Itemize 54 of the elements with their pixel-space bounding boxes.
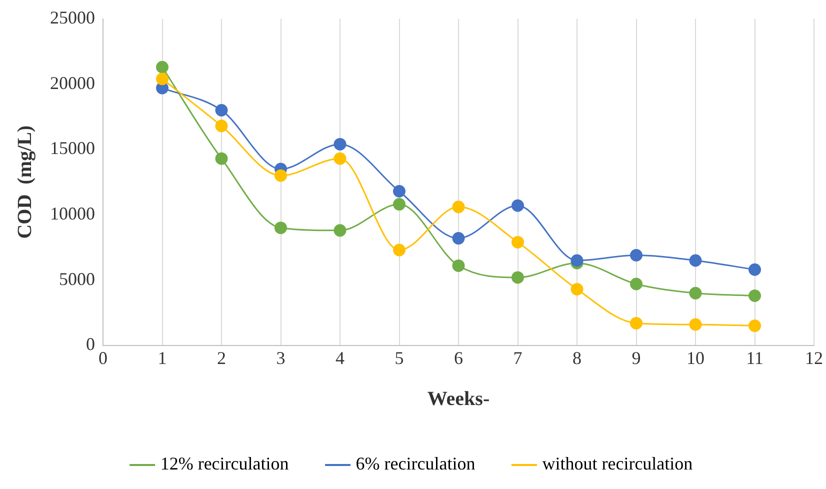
point (452, 200, 465, 214)
x-tick-label: 5 (394, 348, 404, 368)
point (570, 282, 584, 296)
x-tick-label: 11 (746, 348, 764, 368)
x-tick-label: 2 (217, 348, 226, 368)
x-tick-label: 1 (158, 348, 167, 368)
point (274, 222, 287, 234)
point (512, 199, 524, 212)
point (215, 104, 228, 116)
y-tick-label: 20000 (50, 72, 95, 93)
point (393, 244, 406, 256)
y-tick-label: 25000 (50, 8, 95, 28)
point (630, 249, 642, 262)
point (156, 60, 168, 74)
legend-label: without recirculation (542, 454, 693, 474)
point (334, 152, 346, 165)
x-tick-label: 8 (572, 348, 582, 368)
x-tick-label: 0 (98, 348, 108, 368)
point (630, 316, 642, 330)
x-tick-label: 4 (336, 348, 344, 368)
x-axis-title: Weeks- (427, 388, 490, 410)
point (452, 232, 465, 245)
legend-label: 12% recirculation (160, 454, 289, 474)
y-tick-label: 0 (86, 334, 95, 354)
point (689, 318, 702, 331)
point (689, 286, 702, 300)
point (215, 120, 228, 132)
x-tick-label: 7 (513, 348, 522, 368)
point (748, 290, 761, 302)
point (630, 278, 642, 290)
x-tick-label: 3 (276, 348, 286, 368)
y-tick-label: 10000 (50, 203, 95, 224)
x-tick-label: 6 (454, 348, 463, 368)
x-tick-label: 9 (632, 348, 641, 368)
legend-label: 6% recirculation (356, 454, 476, 474)
point (156, 72, 168, 86)
point (512, 236, 524, 248)
x-tick-label: 12 (805, 348, 823, 368)
point (215, 152, 228, 165)
point (334, 224, 346, 237)
x-tick-label: 10 (686, 348, 704, 368)
y-tick-label: 5000 (59, 268, 95, 289)
point (393, 184, 406, 198)
point (689, 254, 702, 267)
point (570, 254, 584, 267)
point (334, 138, 346, 150)
point (452, 259, 465, 272)
y-axis-title: COD (mg/L) (14, 125, 36, 239)
point (748, 320, 761, 332)
point (748, 263, 761, 276)
y-tick-label: 15000 (50, 138, 95, 158)
point (512, 271, 524, 284)
point (393, 198, 406, 211)
point (274, 169, 287, 182)
